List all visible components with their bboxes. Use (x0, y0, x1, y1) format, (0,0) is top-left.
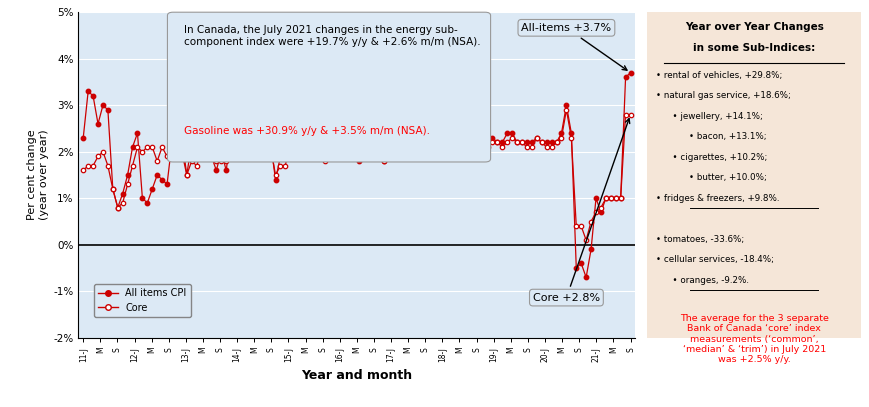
All items CPI (625, 70, 635, 75)
Core (614, 196, 625, 201)
All items CPI (270, 177, 281, 182)
Y-axis label: Per cent change
(year over year): Per cent change (year over year) (28, 130, 49, 220)
All items CPI (472, 149, 482, 154)
Text: • cellular services, -18.4%;: • cellular services, -18.4%; (655, 256, 773, 265)
Text: Core +2.8%: Core +2.8% (532, 118, 629, 302)
Legend: All items CPI, Core: All items CPI, Core (94, 284, 190, 317)
Core (448, 149, 458, 154)
Core (580, 238, 591, 243)
Text: The average for the 3 separate
Bank of Canada ‘core’ index
measurements (‘common: The average for the 3 separate Bank of C… (679, 314, 827, 364)
All items CPI (448, 144, 458, 149)
Text: Year over Year Changes: Year over Year Changes (684, 22, 823, 32)
All items CPI (78, 136, 89, 140)
FancyBboxPatch shape (642, 2, 865, 351)
Core (501, 140, 512, 145)
Line: All items CPI: All items CPI (81, 70, 632, 280)
Text: • bacon, +13.1%;: • bacon, +13.1%; (655, 132, 766, 141)
Core (383, 149, 394, 154)
Text: • cigarettes, +10.2%;: • cigarettes, +10.2%; (655, 153, 766, 162)
Core (561, 107, 571, 112)
X-axis label: Year and month: Year and month (301, 369, 412, 382)
Text: All-items +3.7%: All-items +3.7% (521, 23, 627, 70)
Text: • butter, +10.0%;: • butter, +10.0%; (655, 173, 766, 182)
Text: • natural gas service, +18.6%;: • natural gas service, +18.6%; (655, 91, 790, 101)
Text: Gasoline was +30.9% y/y & +3.5% m/m (NSA).: Gasoline was +30.9% y/y & +3.5% m/m (NSA… (184, 126, 429, 136)
Text: in some Sub-Indices:: in some Sub-Indices: (693, 43, 814, 53)
Text: • oranges, -9.2%.: • oranges, -9.2%. (655, 276, 747, 285)
Text: • tomatoes, -33.6%;: • tomatoes, -33.6%; (655, 235, 743, 244)
Text: In Canada, the July 2021 changes in the energy sub-
component index were +19.7% : In Canada, the July 2021 changes in the … (184, 25, 481, 47)
All items CPI (580, 275, 591, 280)
Text: • rental of vehicles, +29.8%;: • rental of vehicles, +29.8%; (655, 71, 781, 80)
All items CPI (610, 196, 620, 201)
Core (270, 173, 281, 177)
Core (625, 112, 635, 117)
Text: • jewellery, +14.1%;: • jewellery, +14.1%; (655, 112, 761, 121)
Core (472, 149, 482, 154)
All items CPI (501, 131, 512, 136)
Text: • fridges & freezers, +9.8%.: • fridges & freezers, +9.8%. (655, 194, 779, 203)
All items CPI (383, 149, 394, 154)
Core (78, 168, 89, 173)
FancyBboxPatch shape (167, 12, 490, 162)
Line: Core: Core (81, 108, 632, 242)
